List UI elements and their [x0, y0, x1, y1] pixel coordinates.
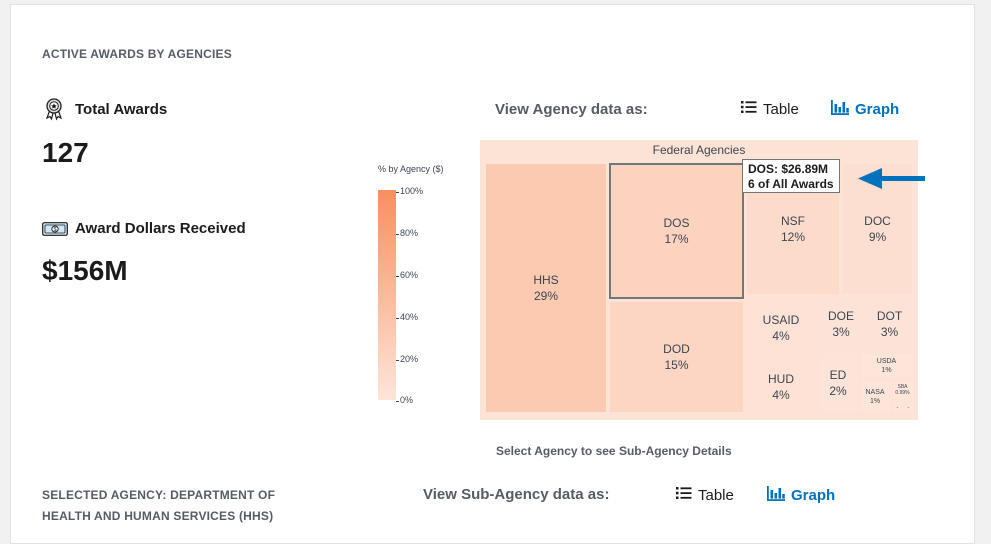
legend-tick: 100%	[395, 186, 424, 196]
money-bill-icon: $	[42, 222, 68, 236]
graph-view-label: Graph	[855, 101, 900, 118]
treemap-cell-label: DOE	[827, 309, 854, 323]
legend-tick: 0%	[395, 395, 414, 405]
selected-agency-title: SELECTED AGENCY: DEPARTMENT OF HEALTH AN…	[42, 485, 275, 527]
treemap-cell-label: DOS	[663, 216, 690, 230]
treemap-cell-label: DOT	[876, 309, 903, 323]
treemap-cell-ed[interactable]: ED 2%	[818, 353, 858, 413]
treemap-title: Federal Agencies	[652, 143, 746, 157]
treemap-cell-label: DOD	[663, 342, 690, 356]
legend-tick: 80%	[395, 228, 419, 238]
legend-axis: 100% 80% 60% 40% 20% 0%	[380, 186, 440, 406]
treemap-cell-percent: 3%	[832, 325, 850, 339]
treemap-cell-hhs[interactable]: HHS 29%	[485, 163, 607, 413]
treemap: Federal Agencies HHS 29% DOS 17% DOD 15%…	[480, 140, 918, 420]
treemap-cell-label: USAID	[762, 313, 800, 327]
treemap-cell-percent: 9%	[868, 230, 887, 244]
total-awards-label: Total Awards	[75, 101, 168, 118]
legend-tick: 20%	[395, 354, 419, 364]
treemap-cell-hud[interactable]: HUD 4%	[746, 361, 816, 413]
treemap-cell-percent: -	[907, 404, 910, 411]
treemap-cell-label: SBA	[897, 384, 908, 390]
treemap-cell-label: ED	[829, 368, 847, 382]
bar-chart-icon	[767, 486, 785, 505]
graph-view-button[interactable]: Graph	[831, 100, 899, 119]
treemap-cell-label: HHS	[533, 273, 559, 287]
treemap-cell-doe[interactable]: DOE 3%	[818, 297, 864, 351]
list-icon	[676, 486, 692, 504]
treemap-cell-other[interactable]: -	[904, 402, 913, 413]
tooltip-line-1: DOS: $26.89M	[748, 162, 829, 176]
treemap-tooltip: DOS: $26.89M 6 of All Awards	[742, 159, 840, 193]
table-view-label: Table	[763, 100, 799, 118]
treemap-cell-label: NASA	[865, 388, 885, 396]
selected-agency-title-line: HEALTH AND HUMAN SERVICES (HHS)	[42, 509, 274, 523]
sub-agency-hint: Select Agency to see Sub-Agency Details	[496, 444, 732, 458]
treemap-cell-percent: 12%	[780, 230, 806, 244]
award-dollars-label: Award Dollars Received	[75, 220, 246, 237]
treemap-cell-other[interactable]: -	[892, 402, 903, 413]
treemap-cell-percent: 15%	[664, 358, 689, 372]
treemap-cell-usda[interactable]: USDA 1%	[860, 353, 913, 378]
legend-title: % by Agency ($)	[378, 164, 444, 174]
treemap-cell-percent: 1%	[881, 366, 892, 374]
treemap-cell-label: DOC	[864, 214, 891, 228]
treemap-cell-percent: 17%	[664, 232, 689, 246]
bar-chart-icon	[831, 100, 849, 119]
legend-gradient-bar	[378, 190, 396, 400]
award-ribbon-icon	[42, 97, 66, 121]
treemap-cell-label: USDA	[876, 357, 897, 365]
treemap-cell-label: NSF	[781, 214, 805, 228]
sub-graph-view-button[interactable]: Graph	[767, 486, 835, 505]
treemap-cell-percent: 4%	[772, 388, 790, 402]
sub-table-view-label: Table	[698, 486, 734, 504]
list-icon	[741, 100, 757, 118]
view-agency-label: View Agency data as:	[495, 101, 648, 118]
award-dollars-value: $156M	[42, 255, 128, 286]
table-view-button[interactable]: Table	[741, 100, 799, 118]
treemap-cell-nasa[interactable]: NASA 1%	[860, 380, 890, 413]
treemap-cell-dot[interactable]: DOT 3%	[866, 297, 913, 351]
total-awards-value: 127	[42, 137, 89, 168]
treemap-cell-sba[interactable]: SBA 0.99%	[892, 380, 913, 400]
treemap-cell-percent: 2%	[829, 384, 847, 398]
view-sub-agency-label: View Sub-Agency data as:	[423, 486, 610, 503]
legend-tick: 60%	[395, 270, 419, 280]
treemap-cell-percent: 29%	[533, 289, 559, 303]
legend-tick: 40%	[395, 312, 419, 322]
annotation-arrow-icon	[858, 166, 926, 192]
treemap-cell-percent: 1%	[869, 397, 881, 405]
section-title: ACTIVE AWARDS BY AGENCIES	[42, 47, 232, 61]
treemap-cell-dod[interactable]: DOD 15%	[609, 301, 744, 413]
selected-agency-title-line: SELECTED AGENCY: DEPARTMENT OF	[42, 488, 276, 502]
treemap-cell-percent: -	[896, 404, 899, 411]
treemap-cell-dos[interactable]: DOS 17%	[609, 163, 744, 299]
treemap-cell-label: HUD	[768, 372, 794, 386]
svg-text:$: $	[53, 227, 56, 233]
tooltip-line-2: 6 of All Awards	[748, 177, 834, 191]
treemap-cell-percent: 3%	[880, 325, 899, 339]
sub-table-view-button[interactable]: Table	[676, 486, 734, 504]
treemap-cell-percent: 0.99%	[895, 390, 910, 396]
sub-graph-view-label: Graph	[791, 487, 836, 504]
treemap-cell-percent: 4%	[772, 329, 790, 343]
treemap-cell-usaid[interactable]: USAID 4%	[746, 297, 816, 359]
